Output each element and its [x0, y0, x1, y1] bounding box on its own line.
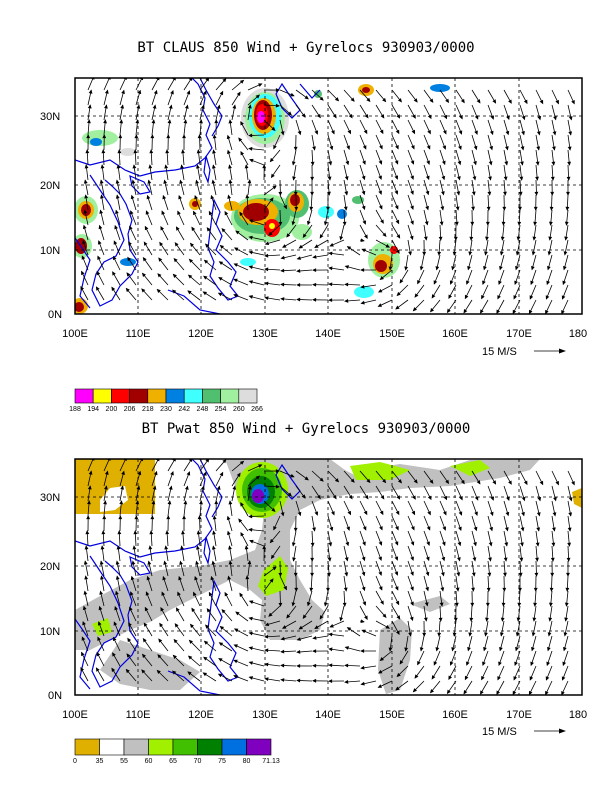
top-lon-label: 150E	[379, 328, 405, 340]
top-map-panel: 30N 20N 10N 0N 100E 110E 120E 130E 140E …	[40, 77, 587, 413]
colorbar-label: 218	[142, 406, 154, 413]
top-wind-vectors	[80, 78, 575, 314]
colorbar-label: 242	[178, 406, 190, 413]
colorbar-label: 266	[251, 406, 263, 413]
colorbar-label: 248	[197, 406, 209, 413]
colorbar-label: 200	[106, 406, 118, 413]
top-lat-label: 0N	[48, 309, 62, 321]
bottom-lon-label: 150E	[379, 709, 405, 721]
colorbar-swatch	[111, 388, 130, 404]
colorbar-label: 0	[73, 758, 77, 765]
colorbar-swatch	[183, 388, 203, 404]
bottom-lat-label: 10N	[40, 626, 60, 638]
top-lon-label: 100E	[62, 328, 88, 340]
colorbar-label: 55	[120, 758, 128, 765]
colorbar-swatch	[221, 738, 247, 756]
colorbar-swatch	[129, 388, 149, 404]
top-lon-label: 130E	[252, 328, 278, 340]
colorbar-swatch	[246, 738, 272, 756]
bottom-vector-reference-label: 15 M/S	[482, 726, 517, 738]
top-map-frame	[74, 77, 583, 315]
colorbar-label: 71.13	[262, 758, 280, 765]
top-colorbar: 188 194 200 206 218 230 242 248 254 260 266	[69, 388, 263, 413]
bottom-lon-label: 160E	[442, 709, 468, 721]
colorbar-swatch	[74, 388, 94, 404]
top-vector-reference-label: 15 M/S	[482, 346, 517, 358]
top-lon-label: 180	[569, 328, 587, 340]
top-lon-label: 170E	[506, 328, 532, 340]
bottom-lon-label: 100E	[62, 709, 88, 721]
colorbar-swatch	[202, 388, 221, 404]
bottom-lon-label: 180	[569, 709, 587, 721]
colorbar-swatch	[123, 738, 149, 756]
bottom-lon-label: 170E	[506, 709, 532, 721]
colorbar-label: 65	[169, 758, 177, 765]
colorbar-label: 194	[87, 406, 99, 413]
bottom-panel-title: BT Pwat 850 Wind + Gyrelocs 930903/0000	[141, 421, 471, 437]
top-lat-label: 20N	[40, 180, 60, 192]
colorbar-swatch	[172, 738, 198, 756]
colorbar-label: 70	[194, 758, 202, 765]
bottom-map-panel: 30N 20N 10N 0N 100E 110E 120E 130E 140E …	[40, 458, 587, 765]
colorbar-swatch	[92, 388, 112, 404]
top-lon-label: 120E	[188, 328, 214, 340]
bottom-lon-label: 140E	[315, 709, 341, 721]
top-gridlines	[75, 78, 582, 314]
colorbar-swatch	[99, 738, 125, 756]
colorbar-swatch	[220, 388, 240, 404]
bottom-map-frame	[74, 458, 583, 696]
colorbar-label: 60	[145, 758, 153, 765]
bottom-vector-reference-arrow	[534, 728, 566, 734]
bottom-wind-vectors	[80, 459, 575, 695]
colorbar-label: 260	[233, 406, 245, 413]
colorbar-swatch	[147, 388, 167, 404]
top-lon-label: 140E	[315, 328, 341, 340]
top-lat-label: 30N	[40, 111, 60, 123]
bottom-lon-label: 130E	[252, 709, 278, 721]
bottom-lon-label: 110E	[126, 709, 151, 721]
bottom-colorbar: 0 35 55 60 65 70 75 80 71.13	[73, 738, 280, 765]
top-vector-reference-arrow	[534, 348, 566, 354]
colorbar-swatch	[238, 388, 258, 404]
bottom-lat-label: 30N	[40, 492, 60, 504]
colorbar-swatch	[197, 738, 223, 756]
colorbar-label: 206	[124, 406, 136, 413]
colorbar-label: 75	[218, 758, 226, 765]
colorbar-label: 35	[96, 758, 104, 765]
colorbar-label: 254	[215, 406, 227, 413]
colorbar-label: 188	[69, 406, 81, 413]
colorbar-label: 80	[243, 758, 251, 765]
top-lon-label: 160E	[442, 328, 468, 340]
bottom-pwat-shading	[75, 459, 582, 694]
bottom-lon-label: 120E	[188, 709, 214, 721]
bottom-lat-label: 20N	[40, 561, 60, 573]
colorbar-swatch	[165, 388, 185, 404]
colorbar-label: 230	[160, 406, 172, 413]
colorbar-swatch	[148, 738, 174, 756]
bottom-coastlines	[75, 459, 301, 695]
colorbar-swatch	[74, 738, 100, 756]
bottom-lat-label: 0N	[48, 690, 62, 702]
top-panel-title: BT CLAUS 850 Wind + Gyrelocs 930903/0000	[137, 40, 475, 56]
top-lat-label: 10N	[40, 245, 60, 257]
top-lon-label: 110E	[126, 328, 151, 340]
